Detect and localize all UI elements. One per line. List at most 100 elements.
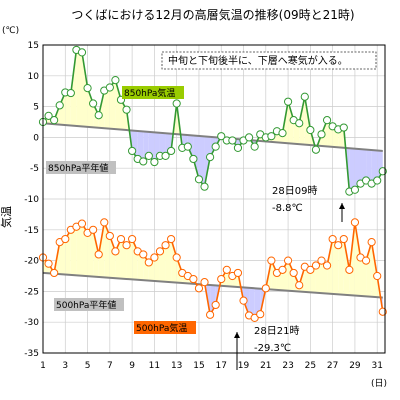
temp-850-point xyxy=(83,84,92,93)
temp-850-point xyxy=(111,76,120,85)
t500-anomaly-fill xyxy=(165,239,172,283)
label-500-normal: 500hPa平年値 xyxy=(56,299,116,311)
temp-850-point xyxy=(350,185,360,194)
temp-500-point xyxy=(167,234,176,244)
temp-500-point xyxy=(139,250,148,259)
temp-850-point xyxy=(44,111,53,120)
temp-500-point xyxy=(239,296,248,305)
t850-anomaly-fill xyxy=(109,80,116,130)
t850-anomaly-fill xyxy=(70,49,77,126)
t500-anomaly-fill xyxy=(137,251,144,281)
temp-500-point xyxy=(94,250,103,259)
temp-850-point xyxy=(244,133,254,142)
temp-850-point xyxy=(144,151,153,160)
t850-anomaly-fill xyxy=(104,87,110,129)
temp-850-point xyxy=(217,132,226,141)
temp-850-point xyxy=(161,151,170,160)
temp-500-point xyxy=(289,268,298,278)
temp-500-points xyxy=(38,218,387,322)
label-850-temp-bg xyxy=(122,86,184,99)
temp-500-point xyxy=(105,231,114,241)
chart-title: つくばにおける12月の高層気温の推移(09時と21時) xyxy=(71,7,354,22)
temp-500-point xyxy=(77,219,87,228)
temp-850-point xyxy=(250,142,259,151)
y-tick-label: 10 xyxy=(28,72,40,82)
y-tick-label: -30 xyxy=(24,318,39,328)
t850-anomaly-fill xyxy=(198,135,205,187)
y-tick-label: -35 xyxy=(24,349,39,359)
temp-850-point xyxy=(50,116,59,125)
y-tick-label: 5 xyxy=(33,103,39,113)
temp-850-point xyxy=(322,116,332,125)
temp-850-point xyxy=(339,123,348,132)
temp-500-point xyxy=(128,234,137,244)
temp-500-point xyxy=(317,256,326,265)
temp-500-point xyxy=(61,234,70,244)
annotation-500-time: 28日21時 xyxy=(254,325,299,337)
t500-anomaly-fill xyxy=(371,242,378,298)
t500-anomaly-fill xyxy=(59,239,66,275)
temp-500-point xyxy=(295,281,304,290)
temp-500-point xyxy=(334,241,343,250)
t500-anomaly-fill xyxy=(81,223,88,277)
t850-anomaly-fill xyxy=(371,150,378,184)
temp-500-point xyxy=(155,247,165,256)
temp-500-point xyxy=(144,258,153,267)
temp-500-point xyxy=(250,313,259,322)
annotation-850-value: -8.8℃ xyxy=(272,203,303,214)
temp-850-point xyxy=(233,143,243,152)
temp-500-point xyxy=(361,256,371,265)
normal-500-line xyxy=(42,271,383,299)
note-box-text: 中旬と下旬後半に、下層へ寒気が入る。 xyxy=(168,54,348,67)
temp-850-points xyxy=(38,45,387,196)
temp-500-point xyxy=(189,274,198,284)
y-tick-label: -10 xyxy=(24,195,39,205)
temp-500-point xyxy=(200,278,209,287)
temp-850-point xyxy=(183,142,192,151)
temp-850-point xyxy=(317,130,326,139)
t850-anomaly-fill xyxy=(87,88,94,128)
t500-anomaly-fill xyxy=(360,257,367,297)
t850-anomaly-fill xyxy=(115,80,121,130)
x-tick-label: 9 xyxy=(129,361,135,371)
temp-850-point xyxy=(194,175,204,184)
x-tick-label: 17 xyxy=(216,361,227,371)
x-tick-label: 5 xyxy=(85,361,91,371)
x-tick-label: 13 xyxy=(171,361,182,371)
temp-500-point xyxy=(256,310,265,319)
t500-anomaly-fill xyxy=(109,235,116,279)
y-axis-label: 気温 xyxy=(0,206,13,228)
temp-850-point xyxy=(77,48,87,57)
temp-850-point xyxy=(300,92,309,101)
x-tick-label: 7 xyxy=(107,361,113,371)
y-tick-label: 15 xyxy=(28,41,39,51)
temp-500-point xyxy=(50,268,59,278)
x-tick-label: 31 xyxy=(371,361,382,371)
t850-anomaly-fill xyxy=(137,130,144,162)
t850-anomaly-fill xyxy=(76,49,82,127)
temp-850-point xyxy=(105,83,114,92)
x-tick-label: 29 xyxy=(349,361,361,371)
temp-850-point xyxy=(55,101,64,110)
temp-850-point xyxy=(189,154,198,164)
x-tick-label: 25 xyxy=(305,361,316,371)
temp-500-point xyxy=(322,261,332,270)
x-tick-label: 21 xyxy=(260,361,271,371)
temp-500-point xyxy=(211,300,220,310)
temp-500-point xyxy=(222,265,231,274)
y-tick-label: 0 xyxy=(33,133,39,143)
temp-500-point xyxy=(283,256,293,265)
x-tick-label: 3 xyxy=(62,361,68,371)
label-850-normal: 850hPa平年値 xyxy=(48,162,108,174)
arrow-500-min-head xyxy=(234,332,240,338)
t850-anomaly-fill xyxy=(159,132,166,156)
label-850-temp: 850hPa気温 xyxy=(124,87,175,99)
temp-500-point xyxy=(161,241,170,250)
t500-anomaly-fill xyxy=(98,222,105,278)
note-box xyxy=(161,51,377,70)
x-tick-label: 27 xyxy=(327,361,338,371)
x-tick-label: 11 xyxy=(149,361,160,371)
temp-500-point xyxy=(306,265,315,274)
